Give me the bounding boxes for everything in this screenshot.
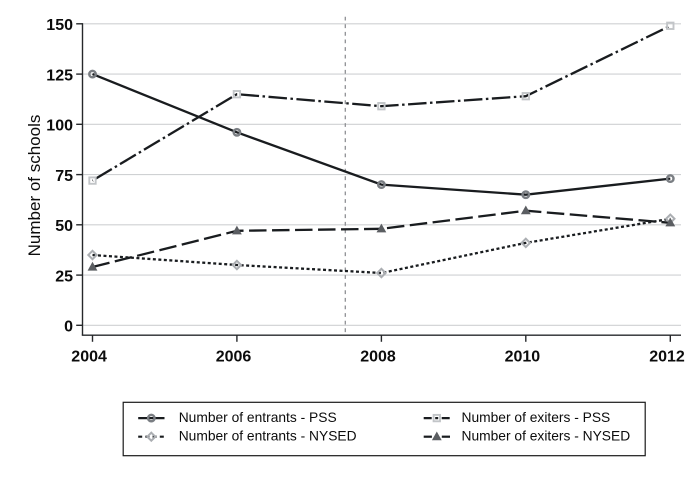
svg-text:100: 100 bbox=[46, 118, 73, 135]
svg-text:2008: 2008 bbox=[360, 348, 396, 365]
svg-text:75: 75 bbox=[55, 168, 73, 185]
svg-text:Number of exiters - NYSED: Number of exiters - NYSED bbox=[462, 428, 631, 443]
svg-text:150: 150 bbox=[46, 17, 73, 34]
svg-text:Number of exiters - PSS: Number of exiters - PSS bbox=[462, 410, 611, 425]
svg-text:25: 25 bbox=[55, 268, 73, 285]
svg-text:Number of entrants - PSS: Number of entrants - PSS bbox=[179, 410, 337, 425]
svg-text:125: 125 bbox=[46, 67, 73, 84]
svg-text:2012: 2012 bbox=[649, 348, 685, 365]
svg-text:2010: 2010 bbox=[505, 348, 541, 365]
svg-text:2006: 2006 bbox=[216, 348, 252, 365]
svg-text:Number of schools: Number of schools bbox=[25, 115, 44, 257]
svg-text:50: 50 bbox=[55, 218, 73, 235]
svg-text:2004: 2004 bbox=[71, 348, 107, 365]
svg-text:Number of entrants - NYSED: Number of entrants - NYSED bbox=[179, 428, 357, 443]
svg-text:0: 0 bbox=[64, 319, 73, 336]
